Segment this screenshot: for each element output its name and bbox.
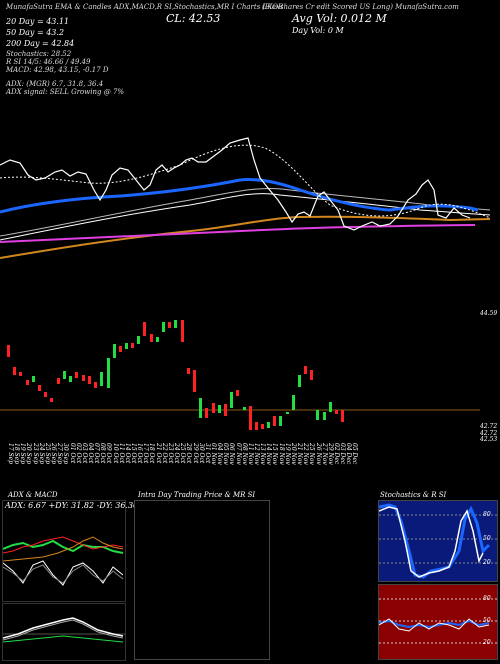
day-volume: Day Vol: 0 M [292,26,344,35]
rsi-panel: 80 50 20 [378,584,498,660]
close-price: CL: 42.53 [166,12,221,25]
stochastics-panel: 80 50 20 [378,500,498,582]
ema20-line [0,178,479,214]
adx-panel: ADX: 6.67 +DY: 31.82 -DY: 36.36 [2,500,138,602]
stoch-tick-50: 50 [483,535,491,542]
stoch-tick-80: 80 [483,511,491,518]
date-axis: 17 Sep 18 Sep 19 Sep 20 Sep 23 Sep 24 Sep 25 S… [7,443,359,465]
rsi-tick-80: 80 [483,595,491,602]
adx-signal-label: ADX signal: SELL Growing @ 7% [6,88,125,96]
adx-macd-title: ADX & MACD [8,491,58,499]
ema20-label: 20 Day = 43.11 [6,17,70,26]
avg-volume: Avg Vol: 0.012 M [292,12,387,25]
rsi-tick-50: 50 [483,617,491,624]
ema50-label: 50 Day = 43.2 [6,28,65,37]
rsi-label: R SI 14/5: 46.66 / 49.49 [6,58,91,66]
adx-reading: ADX: 6.67 +DY: 31.82 -DY: 36.36 [5,501,139,510]
ema200-line [0,215,491,259]
stoch-label: Stochastics: 28.52 [6,50,72,58]
candle-group [7,320,344,430]
price-axis-top-label: 44.59 [480,310,498,317]
stoch-tick-20: 20 [483,559,491,566]
date-label: 05 Dec [351,443,359,465]
magenta-line [0,224,476,243]
chart-caption: MunafaSutra EMA & Candles ADX,MACD,R SI,… [6,3,284,11]
price-chart [0,137,491,259]
adx-label: ADX: (MGR) 6.7, 31.8, 36.4 [6,80,104,88]
ema50-line [0,193,491,241]
rsi-tick-20: 20 [483,639,491,646]
macd-label: MACD: 42.98, 43.15, -0.17 D [6,66,109,74]
intraday-title: Intra Day Trading Price & MR SI [138,491,256,499]
price-axis-low1: 42.72 [480,423,498,430]
price-axis-low3: 42.53 [480,436,498,443]
macd-panel [2,603,126,661]
stoch-rsi-title: Stochastics & R SI [380,491,447,499]
price-axis-low2: 42.72 [480,430,498,437]
intraday-panel [134,500,270,660]
company-name: (Flexshares Cr edit Scored US Long) Muna… [262,3,459,11]
close-price-line [0,137,471,231]
ema200-label: 200 Day = 42.84 [6,39,75,48]
candles [0,320,480,430]
